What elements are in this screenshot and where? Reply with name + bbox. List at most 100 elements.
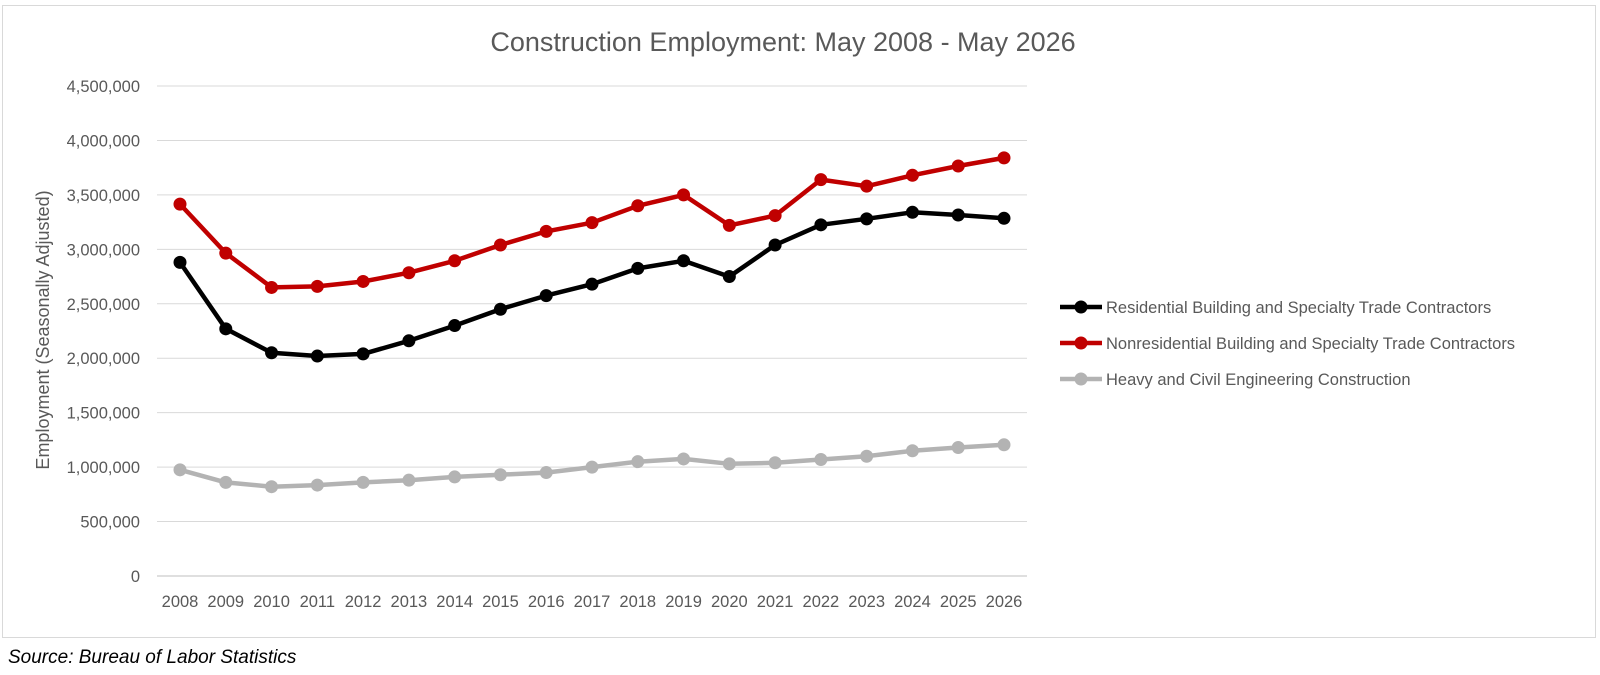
- x-tick-label: 2013: [391, 593, 428, 611]
- y-tick-label: 4,000,000: [67, 132, 140, 150]
- x-tick-label: 2016: [528, 593, 565, 611]
- data-point: [951, 208, 965, 222]
- legend-entry: Heavy and Civil Engineering Construction: [1060, 371, 1411, 389]
- data-point: [356, 274, 370, 288]
- data-point: [402, 266, 416, 280]
- series-3: [173, 438, 1011, 494]
- x-tick-label: 2008: [162, 593, 199, 611]
- y-tick-label: 1,000,000: [67, 459, 140, 477]
- data-point: [997, 151, 1011, 165]
- data-point: [814, 173, 828, 187]
- data-point: [310, 349, 324, 363]
- data-point: [860, 179, 874, 193]
- legend-swatch-marker: [1074, 300, 1088, 314]
- data-point: [356, 347, 370, 361]
- data-point: [356, 475, 370, 489]
- data-point: [631, 455, 645, 469]
- data-point: [493, 302, 507, 316]
- data-point: [219, 246, 233, 260]
- data-point: [219, 475, 233, 489]
- data-point: [631, 199, 645, 213]
- data-point: [539, 289, 553, 303]
- legend-entry: Nonresidential Building and Specialty Tr…: [1060, 335, 1515, 353]
- x-tick-label: 2011: [300, 593, 335, 611]
- data-point: [722, 218, 736, 232]
- data-point: [539, 466, 553, 480]
- data-point: [310, 478, 324, 492]
- y-tick-label: 3,000,000: [67, 241, 140, 259]
- series-2: [173, 151, 1011, 294]
- x-tick-label: 2014: [436, 593, 473, 611]
- series: [173, 151, 1011, 494]
- data-point: [585, 460, 599, 474]
- data-point: [768, 238, 782, 252]
- data-point: [310, 279, 324, 293]
- data-point: [860, 212, 874, 226]
- legend-label: Heavy and Civil Engineering Construction: [1106, 371, 1411, 389]
- axes: 0 500,000 1,000,000 1,500,000 2,000,000 2,500…: [67, 78, 1027, 611]
- data-point: [173, 255, 187, 269]
- data-point: [905, 205, 919, 219]
- data-point: [722, 270, 736, 284]
- data-point: [768, 456, 782, 470]
- data-point: [539, 224, 553, 238]
- x-tick-label: 2024: [894, 593, 931, 611]
- data-point: [631, 261, 645, 275]
- data-point: [997, 211, 1011, 225]
- x-tick-label: 2019: [665, 593, 702, 611]
- data-point: [814, 218, 828, 232]
- x-tick-label: 2020: [711, 593, 748, 611]
- data-point: [814, 452, 828, 466]
- gridlines: [157, 85, 1027, 523]
- data-point: [448, 319, 462, 333]
- y-tick-label: 2,000,000: [67, 350, 140, 368]
- x-tick-label: 2015: [482, 593, 519, 611]
- line-chart: 0 500,000 1,000,000 1,500,000 2,000,000 2,500…: [33, 27, 1515, 611]
- legend: Residential Building and Specialty Trade…: [1060, 299, 1515, 389]
- legend-label: Residential Building and Specialty Trade…: [1106, 299, 1491, 317]
- y-axis-label: Employment (Seasonally Adjusted): [33, 190, 53, 469]
- x-tick-label: 2010: [253, 593, 290, 611]
- x-tick-label: 2017: [574, 593, 611, 611]
- data-point: [951, 159, 965, 173]
- data-point: [448, 254, 462, 268]
- legend-label: Nonresidential Building and Specialty Tr…: [1106, 335, 1515, 353]
- data-point: [493, 238, 507, 252]
- data-point: [905, 168, 919, 182]
- data-point: [951, 441, 965, 455]
- data-point: [997, 438, 1011, 452]
- data-point: [860, 449, 874, 463]
- x-tick-label: 2023: [848, 593, 885, 611]
- y-tick-label: 1,500,000: [67, 405, 140, 423]
- y-tick-label: 2,500,000: [67, 296, 140, 314]
- x-tick-label: 2021: [757, 593, 794, 611]
- y-tick-label: 500,000: [80, 514, 140, 532]
- data-point: [448, 470, 462, 484]
- data-point: [219, 322, 233, 336]
- data-point: [173, 463, 187, 477]
- data-point: [265, 346, 279, 360]
- x-tick-label: 2012: [345, 593, 382, 611]
- x-tick-label: 2022: [803, 593, 840, 611]
- y-tick-label: 0: [131, 568, 140, 586]
- series-1: [173, 205, 1011, 363]
- y-tick-label: 4,500,000: [67, 78, 140, 96]
- x-tick-label: 2026: [986, 593, 1023, 611]
- data-point: [677, 452, 691, 466]
- data-point: [402, 473, 416, 487]
- data-point: [585, 216, 599, 230]
- legend-swatch-marker: [1074, 336, 1088, 350]
- data-point: [173, 197, 187, 211]
- chart-frame: [2, 5, 1596, 638]
- x-tick-label: 2018: [619, 593, 656, 611]
- x-tick-label: 2025: [940, 593, 977, 611]
- chart-title: Construction Employment: May 2008 - May …: [490, 27, 1075, 57]
- legend-swatch-marker: [1074, 372, 1088, 386]
- data-point: [402, 334, 416, 348]
- data-point: [768, 209, 782, 223]
- data-point: [905, 444, 919, 458]
- x-tick-label: 2009: [207, 593, 244, 611]
- y-tick-label: 3,500,000: [67, 187, 140, 205]
- data-point: [677, 254, 691, 268]
- data-point: [265, 280, 279, 294]
